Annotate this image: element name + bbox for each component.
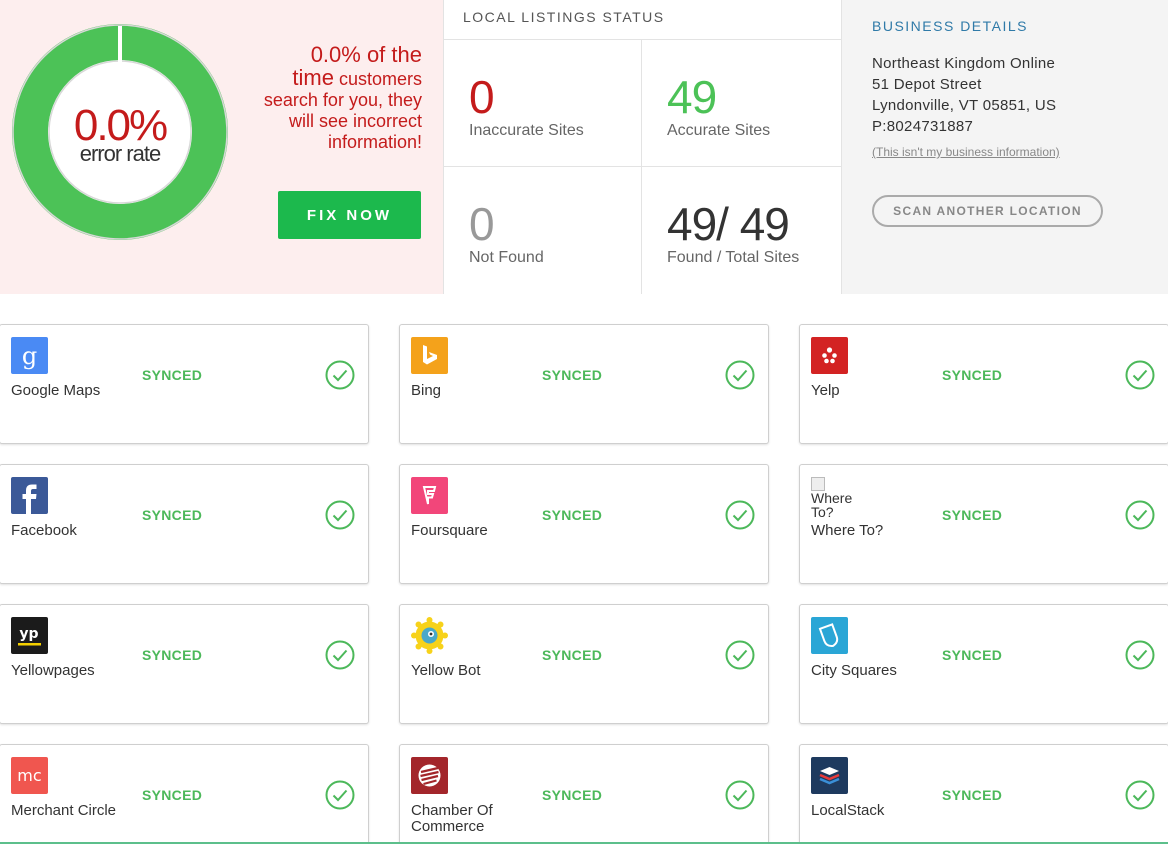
business-street: 51 Depot Street: [872, 76, 982, 93]
inaccurate-sites-count: 0: [469, 71, 495, 123]
sync-status: SYNCED: [942, 507, 1003, 523]
foursquare-icon: [411, 477, 448, 514]
inaccurate-sites-stat: 0 Inaccurate Sites: [469, 72, 659, 140]
listing-card: Yelp SYNCED: [799, 324, 1168, 444]
summary-header: 0.0% error rate 0.0% of the time custome…: [0, 0, 1168, 294]
accurate-sites-count: 49: [667, 71, 717, 123]
sync-status: SYNCED: [542, 647, 603, 663]
listing-name: Chamber Of Commerce: [411, 802, 493, 835]
business-phone: P:8024731887: [872, 118, 974, 135]
accurate-sites-label: Accurate Sites: [667, 122, 771, 139]
google-maps-icon: g: [11, 337, 48, 374]
error-rate-panel: 0.0% error rate 0.0% of the time custome…: [0, 0, 443, 294]
listing-name: LocalStack: [811, 802, 885, 819]
listing-card: g Google Maps SYNCED: [0, 324, 369, 444]
broken-image-icon: Where To?: [811, 477, 871, 519]
found-total-label: Found / Total Sites: [667, 249, 800, 266]
facebook-icon: [11, 477, 48, 514]
listing-card: City Squares SYNCED: [799, 604, 1168, 724]
listing-card: Chamber Of Commerce SYNCED: [399, 744, 769, 844]
yelp-icon: [811, 337, 848, 374]
sync-status: SYNCED: [942, 367, 1003, 383]
business-details-panel: BUSINESS DETAILS Northeast Kingdom Onlin…: [841, 0, 1168, 294]
listing-name: Yellowpages: [11, 662, 95, 679]
listing-name: City Squares: [811, 662, 897, 679]
listing-card: LocalStack SYNCED: [799, 744, 1168, 844]
sync-status: SYNCED: [142, 367, 203, 383]
check-circle-icon: [1125, 640, 1155, 670]
error-rate-value: 0.0%: [73, 101, 168, 150]
svg-text:mc: mc: [17, 766, 41, 785]
merchant-circle-icon: mc: [11, 757, 48, 794]
fix-now-button[interactable]: FIX NOW: [278, 191, 421, 239]
bottom-border: [0, 842, 1168, 844]
localstack-icon: [811, 757, 848, 794]
scan-another-location-button[interactable]: SCAN ANOTHER LOCATION: [872, 195, 1103, 227]
not-found-stat: 0 Not Found: [469, 199, 659, 267]
sync-status: SYNCED: [542, 367, 603, 383]
listings-status-panel: LOCAL LISTINGS STATUS 0 Inaccurate Sites…: [443, 0, 842, 294]
city-squares-icon: [811, 617, 848, 654]
check-circle-icon: [1125, 360, 1155, 390]
listing-card: yp Yellowpages SYNCED: [0, 604, 369, 724]
yellowbot-icon: [411, 617, 448, 654]
sync-status: SYNCED: [942, 787, 1003, 803]
business-address: Northeast Kingdom Online 51 Depot Street…: [872, 53, 1056, 137]
found-total-stat: 49/ 49 Found / Total Sites: [667, 199, 857, 267]
not-my-business-link[interactable]: (This isn't my business information): [872, 145, 1060, 159]
check-circle-icon: [725, 780, 755, 810]
check-circle-icon: [325, 780, 355, 810]
listing-card: Bing SYNCED: [399, 324, 769, 444]
business-city: Lyndonville, VT 05851, US: [872, 97, 1057, 114]
bing-icon: [411, 337, 448, 374]
check-circle-icon: [1125, 500, 1155, 530]
listing-name: Bing: [411, 382, 442, 399]
inaccurate-sites-label: Inaccurate Sites: [469, 122, 584, 139]
check-circle-icon: [1125, 780, 1155, 810]
yellowpages-icon: yp: [11, 617, 48, 654]
error-rate-label: error rate: [79, 141, 161, 166]
listing-name: Yelp: [811, 382, 840, 399]
not-found-count: 0: [469, 198, 495, 250]
divider: [444, 166, 842, 167]
listings-status-title: LOCAL LISTINGS STATUS: [463, 9, 665, 25]
found-total-count: 49/ 49: [667, 198, 790, 250]
check-circle-icon: [325, 360, 355, 390]
check-circle-icon: [725, 500, 755, 530]
listing-name: Facebook: [11, 522, 77, 539]
listing-name: Where To?: [811, 522, 884, 539]
sync-status: SYNCED: [142, 507, 203, 523]
listing-name: Foursquare: [411, 522, 488, 539]
check-circle-icon: [325, 500, 355, 530]
check-circle-icon: [725, 640, 755, 670]
error-rate-donut: 0.0% error rate: [12, 24, 228, 240]
chamber-of-commerce-icon: [411, 757, 448, 794]
check-circle-icon: [725, 360, 755, 390]
divider: [444, 39, 842, 40]
divider: [641, 39, 642, 294]
listing-name: Google Maps: [11, 382, 101, 399]
listing-card: Facebook SYNCED: [0, 464, 369, 584]
sync-status: SYNCED: [142, 647, 203, 663]
listing-card: mc Merchant Circle SYNCED: [0, 744, 369, 844]
listing-name: Merchant Circle: [11, 802, 117, 819]
sync-status: SYNCED: [942, 647, 1003, 663]
sync-status: SYNCED: [542, 507, 603, 523]
sync-status: SYNCED: [142, 787, 203, 803]
listing-name: Yellow Bot: [411, 662, 481, 679]
check-circle-icon: [325, 640, 355, 670]
listing-card: Where To? Where To? SYNCED: [799, 464, 1168, 584]
svg-text:yp: yp: [19, 626, 38, 642]
business-details-title: BUSINESS DETAILS: [872, 18, 1029, 34]
listing-card: Yellow Bot SYNCED: [399, 604, 769, 724]
accurate-sites-stat: 49 Accurate Sites: [667, 72, 857, 140]
not-found-label: Not Found: [469, 249, 544, 266]
sync-status: SYNCED: [542, 787, 603, 803]
business-name: Northeast Kingdom Online: [872, 55, 1056, 72]
listing-card: Foursquare SYNCED: [399, 464, 769, 584]
svg-text:g: g: [22, 342, 37, 370]
error-message: 0.0% of the time customers search for yo…: [263, 42, 422, 153]
